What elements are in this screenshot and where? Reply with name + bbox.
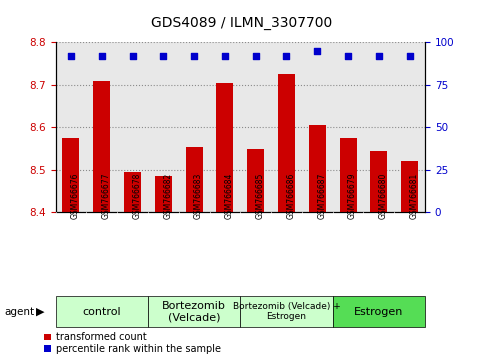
Point (67, 53, 75, 59)
Text: Estrogen: Estrogen (354, 307, 403, 316)
Point (98, 53, 106, 59)
Text: GSM766687: GSM766687 (317, 173, 327, 219)
Point (406, 53, 413, 59)
Point (190, 53, 198, 59)
Point (283, 53, 290, 59)
Text: Bortezomib
(Velcade): Bortezomib (Velcade) (162, 301, 226, 322)
Bar (401, 161, 418, 212)
Bar (240, 296, 333, 327)
Point (221, 53, 229, 59)
Bar (278, 74, 295, 212)
Text: GSM766679: GSM766679 (348, 172, 357, 219)
Point (375, 53, 383, 59)
Text: GSM766678: GSM766678 (132, 173, 142, 219)
Text: GSM766681: GSM766681 (410, 173, 419, 219)
Text: ▶: ▶ (36, 307, 45, 316)
Text: GSM766677: GSM766677 (102, 172, 111, 219)
Bar (155, 176, 172, 212)
Text: GSM766676: GSM766676 (71, 172, 80, 219)
Text: GSM766680: GSM766680 (379, 173, 388, 219)
Text: GSM766686: GSM766686 (286, 173, 296, 219)
Bar (148, 296, 241, 327)
Text: agent: agent (5, 307, 35, 316)
Point (313, 48, 321, 54)
Bar (333, 296, 425, 327)
Point (128, 53, 136, 59)
Legend: transformed count, percentile rank within the sample: transformed count, percentile rank withi… (43, 332, 221, 354)
Bar (247, 149, 264, 212)
Point (252, 53, 259, 59)
Bar (185, 147, 202, 212)
Text: Bortezomib (Velcade) +
Estrogen: Bortezomib (Velcade) + Estrogen (233, 302, 341, 321)
Bar (340, 138, 356, 212)
Bar (309, 125, 326, 212)
Bar (370, 151, 387, 212)
Bar (56, 296, 148, 327)
Text: GSM766685: GSM766685 (256, 173, 265, 219)
Text: GSM766683: GSM766683 (194, 173, 203, 219)
Bar (124, 172, 141, 212)
Bar (216, 83, 233, 212)
Point (159, 53, 167, 59)
Text: GSM766684: GSM766684 (225, 173, 234, 219)
Text: GSM766682: GSM766682 (163, 173, 172, 219)
Bar (93, 81, 110, 212)
Text: GDS4089 / ILMN_3307700: GDS4089 / ILMN_3307700 (151, 16, 332, 30)
Bar (62, 138, 79, 212)
Text: control: control (83, 307, 121, 316)
Point (344, 53, 352, 59)
